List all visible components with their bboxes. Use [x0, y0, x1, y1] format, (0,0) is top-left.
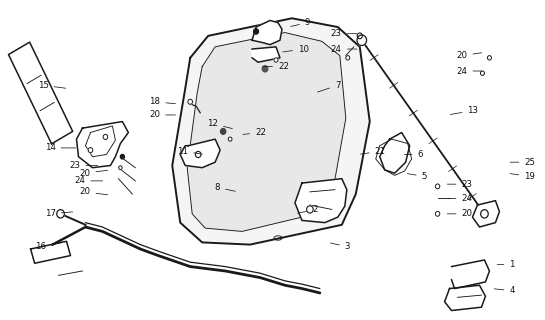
Text: 23: 23: [447, 180, 473, 189]
Text: 14: 14: [45, 143, 76, 152]
Circle shape: [481, 71, 485, 76]
Circle shape: [88, 148, 93, 153]
Circle shape: [253, 29, 258, 34]
Text: 20: 20: [447, 209, 473, 218]
Text: 12: 12: [207, 119, 232, 129]
Polygon shape: [252, 47, 280, 62]
Text: 11: 11: [177, 147, 202, 156]
Text: 15: 15: [38, 81, 66, 90]
Polygon shape: [295, 179, 347, 223]
Text: 19: 19: [510, 172, 535, 181]
Circle shape: [435, 184, 440, 189]
Circle shape: [196, 151, 201, 157]
Text: 20: 20: [457, 51, 482, 60]
Circle shape: [120, 155, 124, 159]
Circle shape: [221, 129, 226, 134]
Text: 20: 20: [80, 169, 108, 178]
Circle shape: [262, 66, 268, 72]
Polygon shape: [445, 285, 486, 310]
Polygon shape: [473, 201, 499, 227]
Circle shape: [357, 35, 367, 45]
Polygon shape: [9, 42, 72, 144]
Polygon shape: [452, 260, 489, 289]
Polygon shape: [252, 20, 282, 45]
Text: 24: 24: [457, 67, 482, 76]
Text: 24: 24: [447, 194, 473, 203]
Circle shape: [188, 99, 192, 104]
Text: 5: 5: [408, 172, 427, 181]
Polygon shape: [76, 122, 129, 168]
Text: 9: 9: [290, 18, 310, 27]
Circle shape: [487, 56, 492, 60]
Circle shape: [228, 137, 232, 141]
Circle shape: [119, 166, 122, 170]
Circle shape: [346, 56, 350, 60]
Text: 7: 7: [318, 81, 340, 92]
Text: 4: 4: [494, 286, 515, 295]
Polygon shape: [31, 241, 70, 263]
Text: 22: 22: [263, 62, 289, 71]
Text: 13: 13: [450, 106, 479, 115]
Circle shape: [307, 206, 313, 213]
Circle shape: [481, 210, 488, 218]
Text: 20: 20: [80, 188, 108, 196]
Text: 20: 20: [149, 110, 175, 119]
Text: 8: 8: [215, 183, 235, 192]
Text: 23: 23: [331, 29, 357, 38]
Circle shape: [57, 210, 64, 218]
Circle shape: [435, 212, 440, 216]
Text: 24: 24: [331, 44, 357, 53]
Text: 17: 17: [45, 209, 72, 218]
Text: 2: 2: [298, 205, 317, 214]
Text: 25: 25: [510, 158, 535, 167]
Polygon shape: [380, 132, 410, 173]
Polygon shape: [187, 33, 346, 231]
Text: 23: 23: [70, 161, 98, 170]
Polygon shape: [376, 139, 411, 175]
Text: 24: 24: [75, 176, 102, 185]
Text: 1: 1: [497, 260, 515, 269]
Text: 22: 22: [243, 128, 266, 137]
Polygon shape: [180, 139, 220, 168]
Text: 10: 10: [283, 44, 309, 53]
Text: 6: 6: [404, 150, 423, 159]
Circle shape: [103, 134, 108, 140]
Text: 3: 3: [331, 242, 350, 251]
Circle shape: [274, 58, 278, 62]
Text: 21: 21: [361, 147, 386, 156]
Text: 16: 16: [34, 242, 60, 251]
Polygon shape: [172, 18, 370, 244]
Text: 18: 18: [149, 97, 175, 106]
